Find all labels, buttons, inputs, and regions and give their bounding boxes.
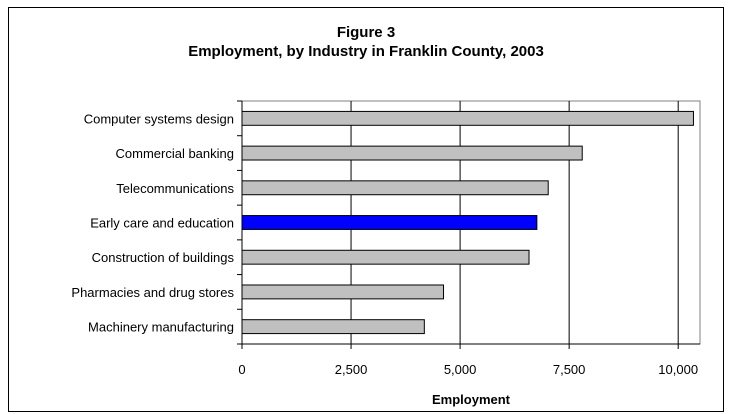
bar-2 <box>241 180 549 196</box>
bar-3 <box>241 215 538 230</box>
x-tick-label-0: 0 <box>238 362 245 377</box>
chart-subtitle: Employment, by Industry in Franklin Coun… <box>188 43 544 60</box>
x-tick-label-4: 10,000 <box>658 362 698 377</box>
category-label-1: Commercial banking <box>116 146 235 161</box>
x-axis-title: Employment <box>432 392 511 407</box>
category-label-6: Machinery manufacturing <box>88 320 234 335</box>
category-label-5: Pharmacies and drug stores <box>71 285 234 300</box>
bar-6 <box>241 319 425 335</box>
category-label-0: Computer systems design <box>84 111 234 126</box>
chart-title: Figure 3 <box>336 24 396 41</box>
bar-4 <box>241 249 530 265</box>
category-label-4: Construction of buildings <box>92 250 235 265</box>
x-tick-label-3: 7,500 <box>553 362 586 377</box>
bar-5 <box>241 284 445 300</box>
x-tick-label-2: 5,000 <box>444 362 477 377</box>
category-label-2: Telecommunications <box>116 181 234 196</box>
category-label-3: Early care and education <box>90 216 234 231</box>
bar-1 <box>241 145 583 161</box>
x-tick-label-1: 2,500 <box>335 362 368 377</box>
bar-0 <box>241 110 694 126</box>
